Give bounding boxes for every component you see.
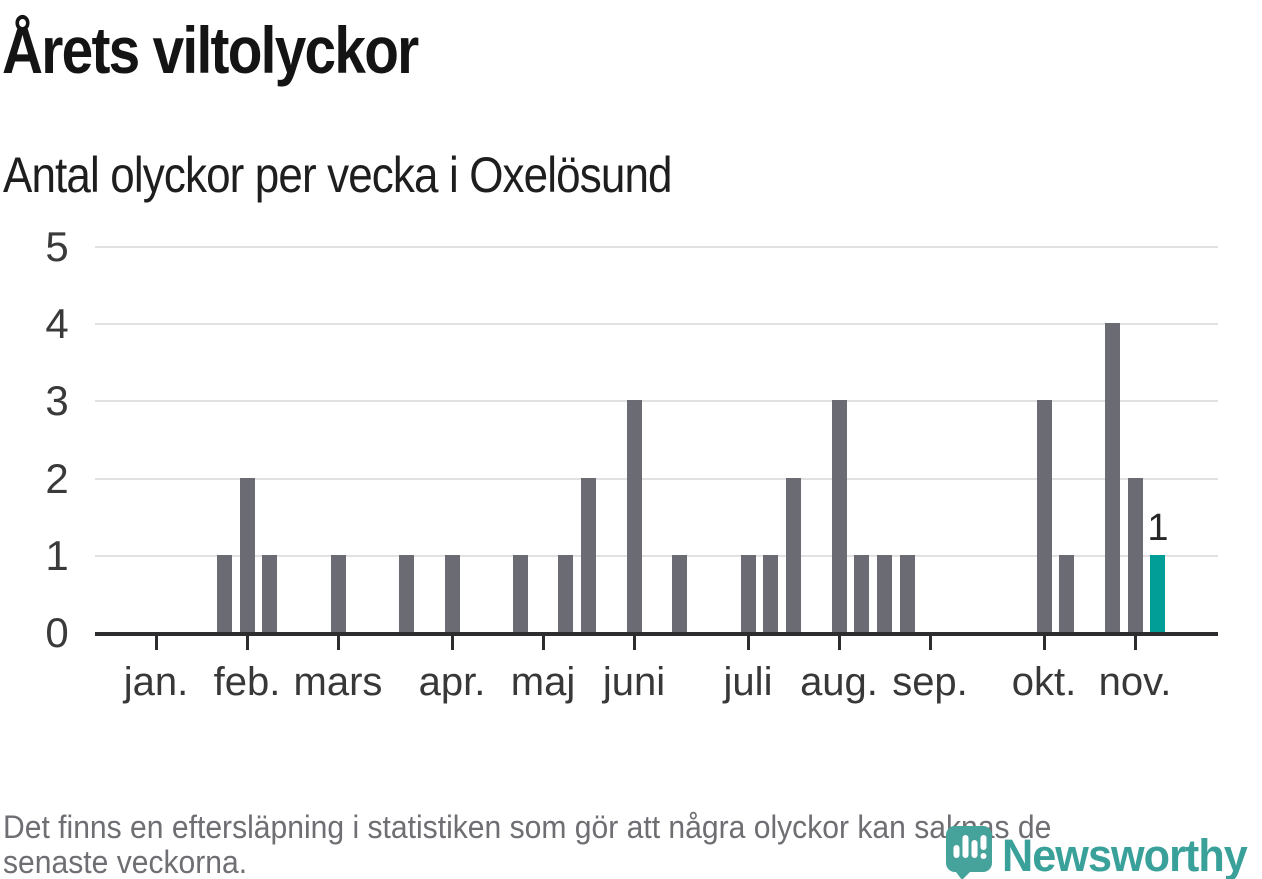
highlighted-bar-value-label: 1 [1147, 506, 1169, 549]
bar-week-33 [877, 555, 892, 632]
y-axis-tick-label: 2 [45, 454, 69, 502]
chart-subtitle: Antal olyckor per vecka i Oxelösund [3, 147, 673, 203]
page-title: Årets viltolyckor [2, 13, 419, 87]
y-gridline [95, 477, 1218, 480]
chart-footnote: Det finns en eftersläpning i statistiken… [3, 810, 1225, 879]
bar-week-20 [581, 478, 596, 632]
x-axis-tick [337, 636, 340, 650]
x-axis-tick [929, 636, 932, 650]
x-axis-tick [155, 636, 158, 650]
bar-week-22 [627, 400, 642, 632]
newsworthy-logo: Newsworthy [946, 826, 1262, 879]
footnote-line: Det finns en eftersläpning i statistiken… [3, 809, 1052, 845]
bar-week-27 [741, 555, 756, 632]
x-axis-tick [1134, 636, 1137, 650]
bar-week-9 [331, 555, 346, 632]
bar-week-34 [900, 555, 915, 632]
y-axis-tick-label: 3 [45, 377, 69, 425]
bar-chart-exclamation-pin-icon [946, 826, 992, 879]
bar-week-14 [445, 555, 460, 632]
x-axis-month-label: aug. [800, 660, 878, 704]
x-axis-tick [246, 636, 249, 650]
y-gridline [95, 554, 1218, 557]
x-axis-month-label: juni [602, 660, 666, 704]
footnote-line: senaste veckorna. [3, 844, 248, 879]
bar-week-19 [558, 555, 573, 632]
bar-week-41 [1059, 555, 1074, 632]
bar-week-4 [217, 555, 232, 632]
x-axis-month-label: sep. [892, 660, 968, 704]
bar-week-40 [1037, 400, 1052, 632]
newsworthy-wordmark: Newsworthy [1002, 830, 1248, 879]
x-axis-month-label: mars [293, 660, 383, 704]
x-axis-tick [451, 636, 454, 650]
bar-week-28 [763, 555, 778, 632]
bar-week-43 [1105, 323, 1120, 632]
x-axis-tick [838, 636, 841, 650]
bar-week-5 [240, 478, 255, 632]
bar-week-44 [1128, 478, 1143, 632]
bar-week-17 [513, 555, 528, 632]
x-axis-month-label: apr. [418, 660, 486, 704]
y-gridline [95, 400, 1218, 403]
highlighted-bar-week-45 [1150, 555, 1165, 632]
y-axis-tick-label: 0 [45, 609, 69, 656]
x-axis-month-label: jan. [123, 660, 189, 704]
y-axis-tick-label: 5 [45, 223, 69, 270]
bar-week-29 [786, 478, 801, 632]
x-axis-month-label: juli [723, 660, 773, 704]
bar-week-12 [399, 555, 414, 632]
x-axis-tick [633, 636, 636, 650]
x-axis-month-label: nov. [1098, 660, 1172, 704]
y-gridline [95, 246, 1218, 248]
bar-week-6 [262, 555, 277, 632]
y-axis-tick-label: 4 [45, 300, 69, 348]
bar-week-31 [832, 400, 847, 632]
x-axis-tick [1043, 636, 1046, 650]
x-axis-month-label: feb. [213, 660, 281, 704]
bar-week-24 [672, 555, 687, 632]
x-axis-line [95, 632, 1218, 636]
y-axis-tick-label: 1 [45, 531, 69, 579]
y-gridline [95, 323, 1218, 326]
x-axis-month-label: okt. [1011, 660, 1077, 704]
x-axis-tick [747, 636, 750, 650]
x-axis-tick [542, 636, 545, 650]
bar-week-32 [854, 555, 869, 632]
x-axis-month-label: maj [510, 660, 576, 704]
